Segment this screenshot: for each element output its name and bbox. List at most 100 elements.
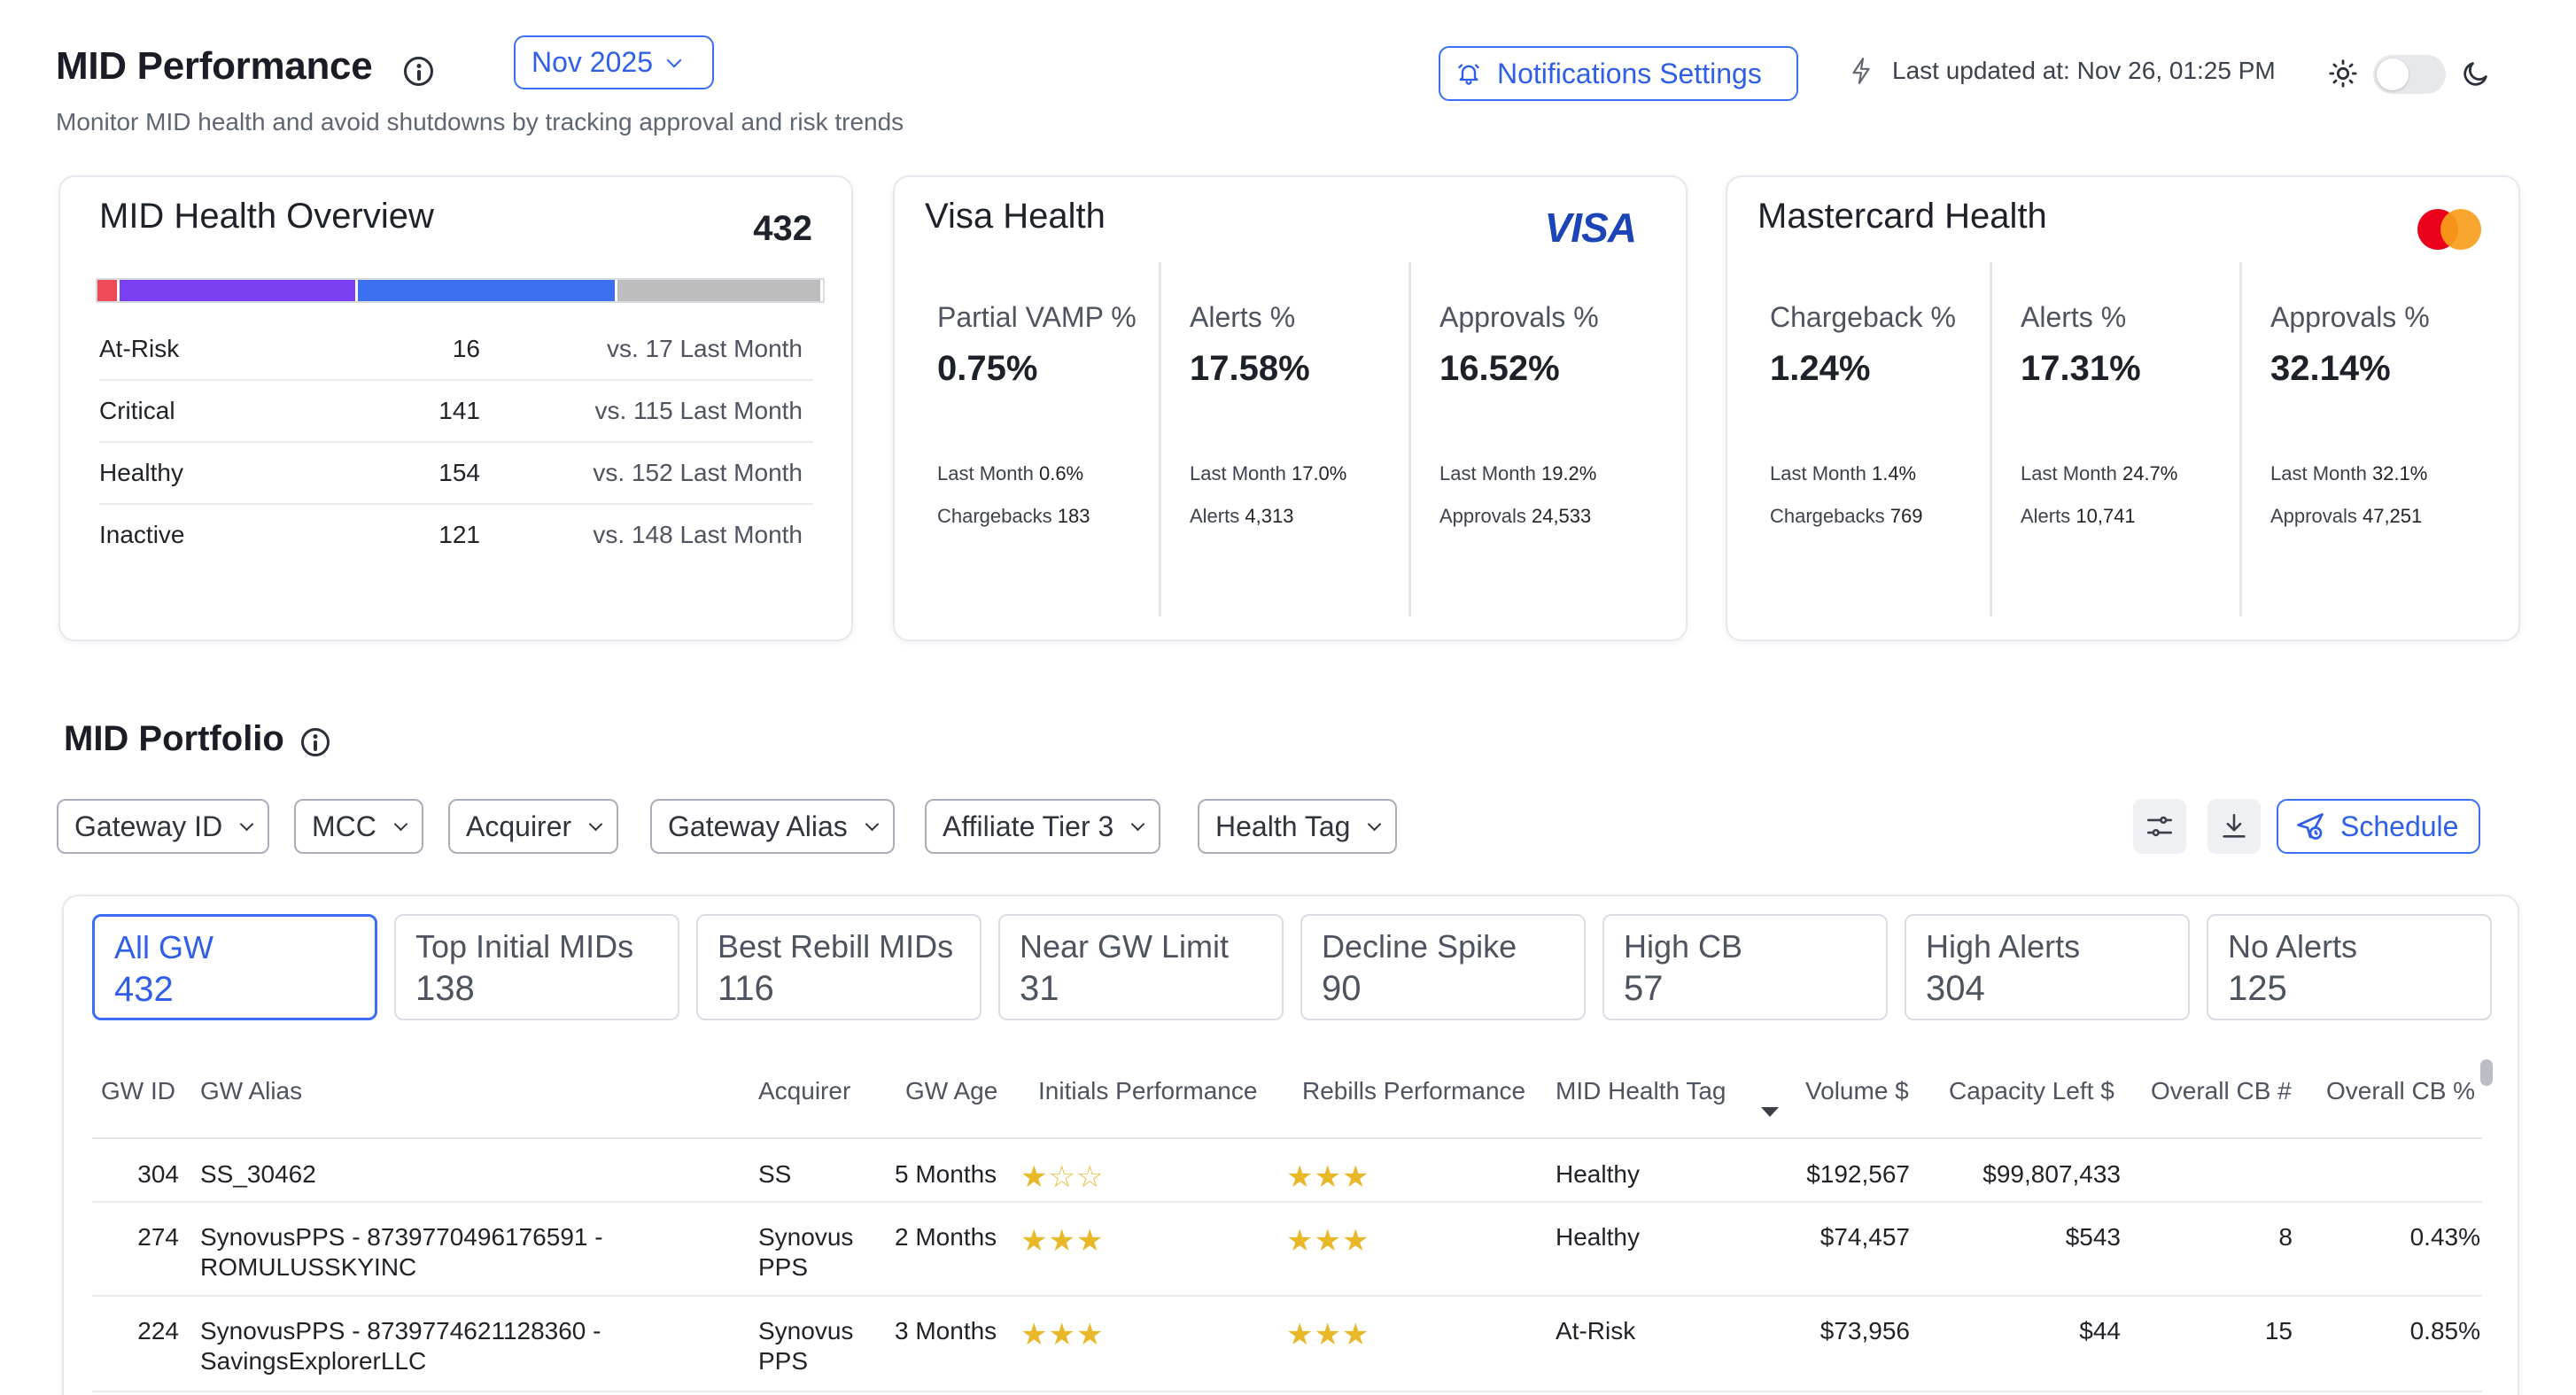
metric-sub-label: Chargebacks [1770,505,1885,527]
metric-value: 32.14% [2270,349,2391,388]
filter-label: Health Tag [1215,810,1351,842]
metric-sub-label: Chargebacks [937,505,1052,527]
segment-tab-best-rebill[interactable]: Best Rebill MIDs 116 [696,914,982,1020]
star-filled-icon: ★ [1286,1318,1315,1352]
metric-sub-value: 32.1% [2371,462,2428,484]
star-filled-icon: ★ [1020,1160,1049,1194]
schedule-label: Schedule [2340,810,2459,842]
dark-mode-toggle[interactable] [2373,55,2446,94]
cell-gw-id: 224 [137,1317,179,1345]
metric-sub-label: Last Month [1190,462,1286,484]
filter-mcc[interactable]: MCC [294,799,423,854]
segment-count: 90 [1322,969,1362,1008]
column-header-overall-cb-count[interactable]: Overall CB # [2151,1077,2292,1104]
overview-row-count: 154 [438,459,480,486]
visa-health-card: Visa Health VISA Partial VAMP % 0.75% La… [893,175,1688,641]
sliders-icon [2146,816,2173,837]
metric-last-month: Last Month 19.2% [1439,462,1596,485]
filter-health-tag[interactable]: Health Tag [1198,799,1398,854]
segment-tab-decline-spike[interactable]: Decline Spike 90 [1300,914,1586,1020]
info-icon[interactable] [301,728,330,756]
bolt-icon [1852,58,1870,84]
segment-label: High CB [1624,928,1743,965]
column-header-initials-performance[interactable]: Initials Performance [1038,1077,1258,1104]
segment-label: No Alerts [2228,928,2358,965]
star-filled-icon: ★ [1020,1224,1049,1258]
metric-sub-value: 47,251 [2362,505,2423,527]
info-icon[interactable] [404,57,433,86]
column-header-mid-health-tag[interactable]: MID Health Tag [1556,1077,1726,1104]
column-header-gw-alias[interactable]: GW Alias [200,1077,303,1104]
metric-last-month: Last Month 0.6% [937,462,1083,485]
filter-affiliate-tier[interactable]: Affiliate Tier 3 [925,799,1161,854]
segment-tab-all-gw[interactable]: All GW 432 [92,914,377,1020]
filter-gateway-id[interactable]: Gateway ID [57,799,270,854]
metric-sub-value: 17.0% [1291,462,1347,484]
cell-acquirer: SS [758,1160,792,1188]
download-icon [2223,813,2246,838]
filter-acquirer[interactable]: Acquirer [448,799,619,854]
metric-sub-label: Last Month [2270,462,2367,484]
overview-total: 432 [753,209,812,248]
cell-health-tag: Healthy [1556,1223,1640,1251]
segment-count: 304 [1926,969,1985,1008]
cell-acquirer: Synovus [758,1317,854,1345]
schedule-button[interactable]: Schedule [2277,799,2480,854]
row-divider [92,1295,2482,1297]
mid-health-overview-card: MID Health Overview 432 At-Risk 16 vs. 1… [58,175,853,641]
rebills-rating: ★★★ [1286,1226,1369,1256]
segment-tab-high-cb[interactable]: High CB 57 [1602,914,1888,1020]
segment-tab-no-alerts[interactable]: No Alerts 125 [2207,914,2492,1020]
column-settings-button[interactable] [2133,799,2186,854]
overview-row-count: 16 [452,335,480,362]
mastercard-logo [2417,209,2481,250]
bar-segment-critical [120,280,355,301]
metric-sub-label: Last Month [2021,462,2117,484]
filter-gateway-alias[interactable]: Gateway Alias [650,799,895,854]
mc-metric-alerts: Alerts % 17.31% Last Month 24.7% Alerts … [1990,262,2239,616]
visa-title: Visa Health [925,197,1106,236]
visa-metric-approvals: Approvals % 16.52% Last Month 19.2% Appr… [1408,262,1658,616]
metric-sub-value: 1.4% [1871,462,1917,484]
month-select[interactable]: Nov 2025 [514,35,714,89]
metric-label: Alerts % [1190,301,1296,333]
column-header-gw-age[interactable]: GW Age [905,1077,998,1104]
table-scrollbar[interactable] [2480,1059,2493,1086]
cell-gw-age: 5 Months [895,1160,997,1188]
column-header-rebills-performance[interactable]: Rebills Performance [1302,1077,1526,1104]
star-filled-icon: ★ [1020,1318,1049,1352]
cell-capacity-left: $543 [2065,1223,2121,1251]
segment-tab-near-gw-limit[interactable]: Near GW Limit 31 [998,914,1284,1020]
cell-gw-alias: SS_30462 [200,1160,316,1188]
overview-row-count: 141 [438,397,480,424]
column-header-volume[interactable]: Volume $ [1805,1077,1909,1104]
cell-cb-pct: 0.85% [2409,1317,2480,1345]
header-divider [92,1137,2482,1139]
cell-capacity-left: $44 [2079,1317,2121,1345]
chevron-down-icon [666,52,682,67]
star-filled-icon: ★ [1341,1318,1370,1352]
segment-tab-top-initial[interactable]: Top Initial MIDs 138 [394,914,679,1020]
download-button[interactable] [2207,799,2261,854]
cell-gw-alias: SynovusPPS - 8739770496176591 - [200,1223,603,1251]
metric-label: Approvals % [2270,301,2430,333]
sort-desc-icon[interactable] [1761,1107,1779,1117]
visa-metric-vamp: Partial VAMP % 0.75% Last Month 0.6% Cha… [895,262,1144,616]
metric-count: Approvals 47,251 [2270,505,2422,528]
metric-sub-label: Approvals [2270,505,2357,527]
rebills-rating: ★★★ [1286,1162,1369,1192]
segment-label: Top Initial MIDs [415,928,634,965]
visa-metric-alerts: Alerts % 17.58% Last Month 17.0% Alerts … [1159,262,1408,616]
notifications-settings-button[interactable]: Notifications Settings [1439,46,1798,101]
overview-row-count: 121 [438,521,480,548]
column-header-overall-cb-pct[interactable]: Overall CB % [2326,1077,2476,1104]
segment-tab-high-alerts[interactable]: High Alerts 304 [1905,914,2190,1020]
column-header-capacity-left[interactable]: Capacity Left $ [1949,1077,2114,1104]
cell-cb-count: 15 [2264,1317,2293,1345]
cell-gw-alias: SynovusPPS - 8739774621128360 - [200,1317,601,1345]
cell-health-tag: At-Risk [1556,1317,1636,1345]
column-header-gw-id[interactable]: GW ID [101,1077,175,1104]
metric-label: Alerts % [2021,301,2127,333]
star-filled-icon: ★ [1314,1224,1342,1258]
column-header-acquirer[interactable]: Acquirer [758,1077,851,1104]
